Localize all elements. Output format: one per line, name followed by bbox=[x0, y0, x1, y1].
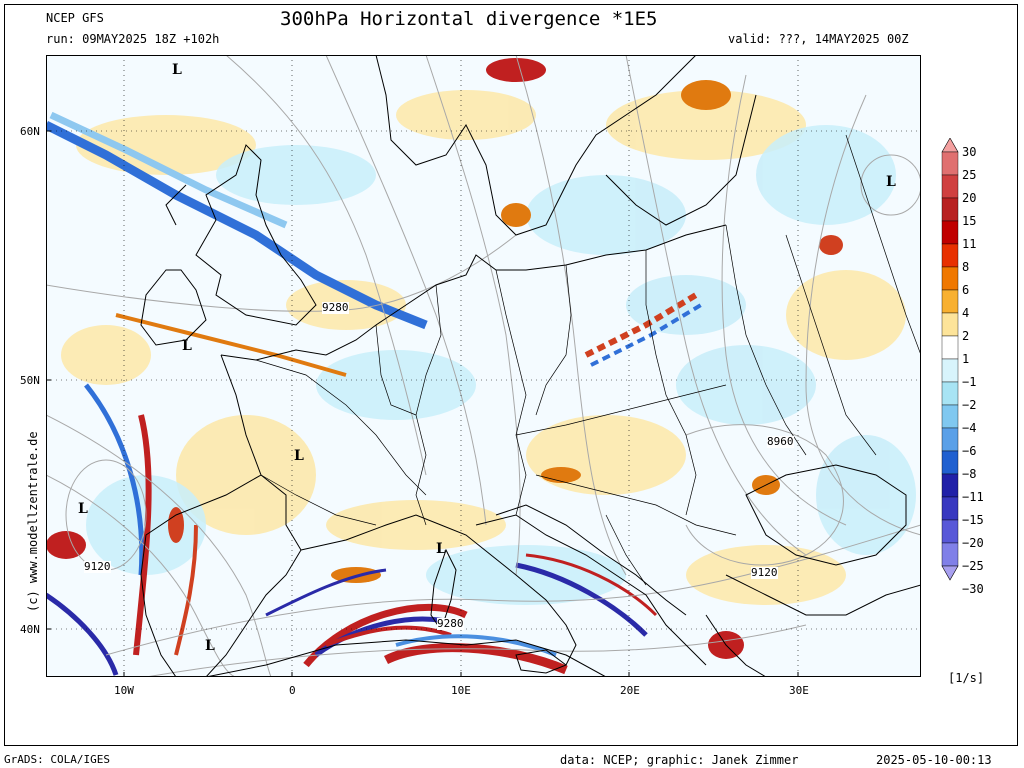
low-pressure-marker: L bbox=[182, 338, 192, 354]
north-coast bbox=[220, 224, 727, 361]
low-pressure-marker: L bbox=[78, 501, 88, 517]
colorbar-level-label: 2 bbox=[962, 329, 970, 343]
colorbar-level-label: 20 bbox=[962, 191, 977, 205]
timestamp: 2025-05-10-00:13 bbox=[876, 753, 992, 767]
lon-tick-label: 10E bbox=[451, 684, 471, 697]
contour-label: 9120 bbox=[751, 566, 778, 579]
colorbar-swatch bbox=[941, 381, 959, 406]
divergence-strong-positive-blobs bbox=[46, 58, 843, 659]
colorbar-level-label: 4 bbox=[962, 306, 970, 320]
low-pressure-marker: L bbox=[886, 174, 896, 190]
colorbar-swatch bbox=[941, 220, 959, 245]
lon-tick-label: 0 bbox=[289, 684, 296, 697]
colorbar-level-label: −6 bbox=[962, 444, 977, 458]
colorbar-swatch bbox=[941, 266, 959, 291]
software-credit: GrADS: COLA/IGES bbox=[4, 753, 110, 766]
ireland-coast bbox=[140, 269, 207, 346]
low-pressure-marker: L bbox=[205, 638, 215, 654]
valid-label: valid: ???, 14MAY2025 00Z bbox=[728, 32, 909, 46]
run-label: run: 09MAY2025 18Z +102h bbox=[46, 32, 220, 46]
colorbar-swatch bbox=[941, 427, 959, 452]
iberia-coast bbox=[140, 354, 262, 677]
colorbar-unit: [1/s] bbox=[948, 671, 985, 685]
divergence-map bbox=[46, 55, 921, 677]
country-borders bbox=[255, 134, 921, 586]
colorbar-level-label: 6 bbox=[962, 283, 970, 297]
colorbar-swatch bbox=[941, 243, 959, 268]
colorbar-swatch bbox=[941, 496, 959, 521]
colorbar-swatch bbox=[941, 450, 959, 475]
colorbar-swatch bbox=[941, 519, 959, 544]
colorbar-swatch bbox=[941, 151, 959, 176]
colorbar-swatch bbox=[941, 404, 959, 429]
model-label: NCEP GFS bbox=[46, 11, 104, 25]
low-pressure-marker: L bbox=[436, 541, 446, 557]
divergence-weak-negative-field bbox=[86, 125, 916, 605]
colorbar-level-label: 15 bbox=[962, 214, 977, 228]
scandinavia-coast bbox=[375, 55, 697, 236]
map-border bbox=[46, 55, 921, 677]
colorbar-level-label: −20 bbox=[962, 536, 984, 550]
colorbar-swatch bbox=[941, 358, 959, 383]
watermark: (c) www.modellzentrale.de bbox=[26, 431, 40, 612]
data-credit: data: NCEP; graphic: Janek Zimmer bbox=[560, 753, 799, 767]
colorbar-level-label: −2 bbox=[962, 398, 977, 412]
low-pressure-marker: L bbox=[172, 62, 182, 78]
divergence-band bbox=[115, 313, 347, 377]
map-title: 300hPa Horizontal divergence *1E5 bbox=[280, 8, 658, 30]
colorbar-swatch bbox=[941, 542, 959, 567]
black-sea-coast bbox=[745, 464, 907, 566]
colorbar-swatch bbox=[941, 289, 959, 314]
colorbar-level-label: 1 bbox=[962, 352, 970, 366]
colorbar-level-label: 25 bbox=[962, 168, 977, 182]
low-pressure-marker: L bbox=[294, 448, 304, 464]
lat-tick-label: 40N bbox=[20, 623, 40, 636]
colorbar-level-label: −15 bbox=[962, 513, 984, 527]
colorbar bbox=[941, 138, 959, 581]
axis-ticks bbox=[46, 130, 799, 677]
lat-tick-label: 60N bbox=[20, 125, 40, 138]
colorbar-level-label: −11 bbox=[962, 490, 984, 504]
colorbar-level-label: −25 bbox=[962, 559, 984, 573]
colorbar-level-label: 30 bbox=[962, 145, 977, 159]
lon-tick-label: 20E bbox=[620, 684, 640, 697]
colorbar-level-label: 11 bbox=[962, 237, 977, 251]
great-britain-coast bbox=[195, 144, 317, 326]
colorbar-swatch bbox=[941, 312, 959, 337]
graticule bbox=[46, 55, 921, 677]
colorbar-level-label: −8 bbox=[962, 467, 977, 481]
colorbar-swatch bbox=[941, 174, 959, 199]
colorbar-swatch bbox=[941, 473, 959, 498]
colorbar-level-label: 8 bbox=[962, 260, 970, 274]
colorbar-level-label: −1 bbox=[962, 375, 977, 389]
contour-label: 8960 bbox=[767, 435, 794, 448]
contour-label: 9120 bbox=[84, 560, 111, 573]
lon-tick-label: 30E bbox=[789, 684, 809, 697]
mediterranean-wave-train bbox=[46, 553, 658, 676]
lon-tick-label: 10W bbox=[114, 684, 134, 697]
contour-label: 9280 bbox=[322, 301, 349, 314]
coastlines bbox=[140, 55, 921, 677]
figure-frame bbox=[4, 4, 1018, 746]
colorbar-swatch bbox=[941, 197, 959, 222]
lat-tick-label: 50N bbox=[20, 374, 40, 387]
colorbar-level-label: −30 bbox=[962, 582, 984, 596]
italy-coast bbox=[300, 514, 577, 666]
colorbar-level-label: −4 bbox=[962, 421, 977, 435]
colorbar-bottom-arrow bbox=[941, 565, 959, 581]
contour-label: 9280 bbox=[437, 617, 464, 630]
colorbar-top-arrow bbox=[941, 138, 959, 153]
colorbar-swatch bbox=[941, 335, 959, 360]
